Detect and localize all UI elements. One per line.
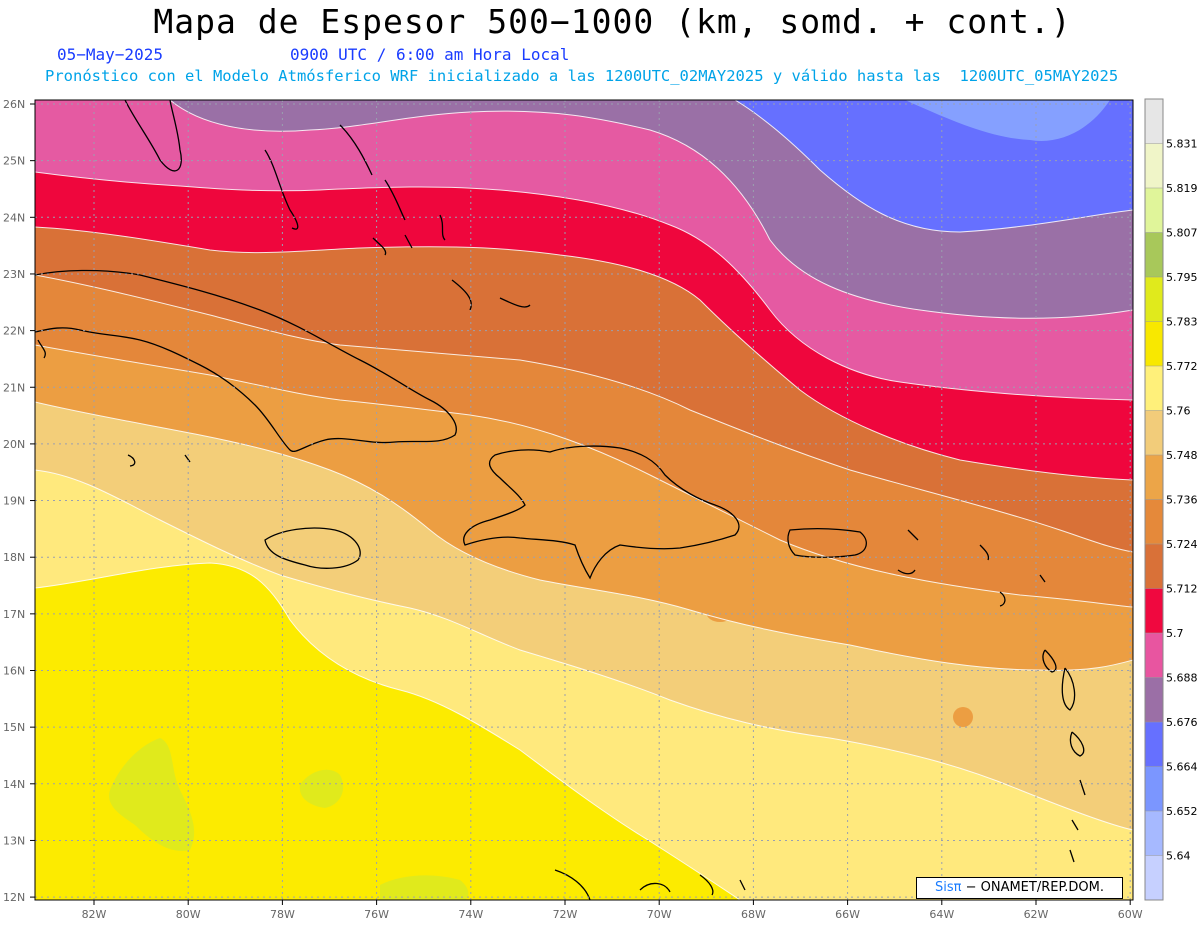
lon-label: 66W (835, 908, 860, 921)
lat-label: 16N (3, 665, 25, 678)
lon-label: 80W (176, 908, 201, 921)
colorbar-segment (1145, 232, 1163, 278)
coastlines (35, 100, 1086, 900)
colorbar-label: 5.64 (1166, 850, 1191, 863)
longitude-labels: 82W 80W 78W 76W 74W 72W 70W 68W 66W 64W 62W 60W (82, 900, 1143, 921)
colorbar-segment (1145, 499, 1163, 545)
puerto-rico-coast (787, 528, 867, 558)
sispi-logo-text: Sisπ (934, 880, 962, 895)
colorbar-segment (1145, 99, 1163, 144)
lat-label: 24N (3, 211, 25, 224)
colorbar-label: 5.76 (1166, 405, 1191, 418)
lat-label: 12N (3, 891, 25, 904)
lon-label: 64W (929, 908, 954, 921)
lon-label: 74W (458, 908, 483, 921)
colorbar-label: 5.724 (1166, 538, 1198, 551)
lat-label: 13N (3, 834, 25, 847)
credit-box: Sisπ − ONAMET/REP.DOM. (916, 877, 1123, 899)
colorbar-segment (1145, 410, 1163, 456)
lat-label: 17N (3, 608, 25, 621)
colorbar-label: 5.7 (1166, 627, 1184, 640)
lon-label: 78W (270, 908, 295, 921)
plot-frame (34, 99, 1134, 901)
lat-label: 22N (3, 325, 25, 338)
colorbar-label: 5.783 (1166, 316, 1198, 329)
colorbar-label: 5.772 (1166, 360, 1198, 373)
colorbar-segment (1145, 677, 1163, 723)
credit-text: − ONAMET/REP.DOM. (961, 880, 1104, 895)
colorbar-labels: 5.831 5.819 5.807 5.795 5.783 5.772 5.76 5.748 5… (1166, 138, 1198, 863)
colorbar-label: 5.664 (1166, 761, 1198, 774)
colorbar-segment (1145, 366, 1163, 411)
colorbar-segment (1145, 811, 1163, 856)
lon-label: 60W (1118, 908, 1143, 921)
lat-label: 25N (3, 155, 25, 168)
colorbar-segment (1145, 455, 1163, 500)
lesser-antilles (979, 544, 1086, 863)
lon-label: 70W (647, 908, 672, 921)
lat-label: 21N (3, 381, 25, 394)
lon-label: 62W (1024, 908, 1049, 921)
colorbar-segment (1145, 633, 1163, 678)
small-islands (37, 339, 919, 900)
thickness-bands (35, 100, 1133, 900)
colorbar-label: 5.807 (1166, 227, 1198, 240)
florida-coast (124, 100, 182, 172)
model-subtitle: Pronóstico con el Modelo Atmósferico WRF… (45, 67, 1119, 85)
colorbar-label: 5.819 (1166, 182, 1198, 195)
map-title: Mapa de Espesor 500−1000 (km, somd. + co… (153, 2, 1072, 41)
lon-label: 72W (553, 908, 578, 921)
colorbar-segment (1145, 321, 1163, 367)
lat-label: 15N (3, 721, 25, 734)
colorbar-segment (1145, 722, 1163, 767)
colorbar-segment (1145, 855, 1163, 901)
lat-label: 18N (3, 551, 25, 564)
colorbar-segment (1145, 588, 1163, 634)
hispaniola-coast (463, 445, 740, 580)
forecast-date: 05−May−2025 (57, 45, 163, 64)
graticule (35, 100, 1133, 900)
colorbar-label: 5.712 (1166, 583, 1198, 596)
lon-label: 82W (82, 908, 107, 921)
colorbar-segment (1145, 188, 1163, 233)
colorbar-segment (1145, 143, 1163, 189)
lat-label: 23N (3, 268, 25, 281)
lon-label: 76W (364, 908, 389, 921)
latitude-labels: 26N 25N 24N 23N 22N 21N 20N 19N 18N 17N 16N 15N 14N 1… (3, 98, 35, 904)
bahamas-islands (264, 124, 531, 311)
colorbar-segment (1145, 544, 1163, 589)
jamaica-coast (264, 527, 361, 569)
forecast-time: 0900 UTC / 6:00 am Hora Local (290, 45, 570, 64)
colorbar-label: 5.831 (1166, 138, 1198, 151)
colorbar-segment (1145, 766, 1163, 812)
lon-label: 68W (741, 908, 766, 921)
colorbar-segment (1145, 277, 1163, 322)
contour-lines (35, 100, 1133, 900)
lat-label: 19N (3, 495, 25, 508)
colorbar-label: 5.736 (1166, 494, 1198, 507)
colorbar-label: 5.652 (1166, 805, 1198, 818)
colorbar-label: 5.795 (1166, 271, 1198, 284)
lat-label: 26N (3, 98, 25, 111)
cuba-coast (35, 269, 457, 452)
colorbar (1144, 98, 1164, 901)
colorbar-label: 5.688 (1166, 672, 1198, 685)
colorbar-label: 5.748 (1166, 449, 1198, 462)
lat-label: 20N (3, 438, 25, 451)
lat-label: 14N (3, 778, 25, 791)
colorbar-label: 5.676 (1166, 716, 1198, 729)
